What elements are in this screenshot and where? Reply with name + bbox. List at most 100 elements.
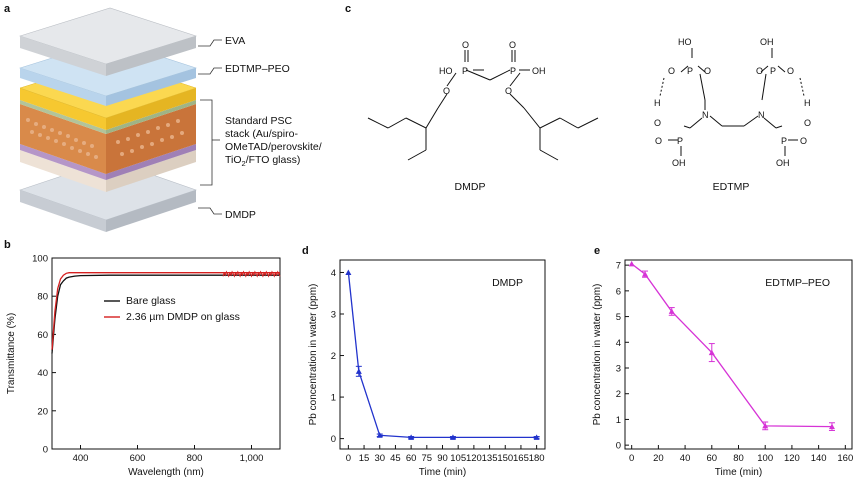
svg-text:OH: OH: [532, 66, 546, 76]
y-tick-label: 4: [331, 268, 336, 279]
y-tick-label: 3: [331, 310, 336, 321]
x-tick-label: 120: [784, 453, 800, 464]
x-tick-label: 40: [680, 453, 691, 464]
x-tick-label: 75: [422, 453, 433, 464]
x-tick-label: 600: [130, 453, 146, 464]
legend-entry: Bare glass: [126, 295, 176, 307]
panel-a-letter: a: [4, 3, 11, 15]
y-tick-label: 1: [616, 415, 621, 426]
svg-text:O: O: [655, 136, 662, 146]
svg-text:OH: OH: [672, 158, 686, 168]
panel-b-letter: b: [4, 239, 11, 251]
svg-text:P: P: [462, 66, 468, 76]
y-tick-label: 40: [37, 368, 48, 379]
label-stack-2: stack (Au/spiro-: [225, 128, 298, 140]
svg-text:HO: HO: [439, 66, 453, 76]
x-tick-label: 135: [482, 453, 498, 464]
label-dmdp-layer: DMDP: [225, 209, 256, 221]
svg-text:O: O: [505, 86, 512, 96]
y-tick-label: 80: [37, 292, 48, 303]
panel-c-letter: c: [345, 3, 351, 15]
data-point: [533, 434, 540, 440]
x-tick-label: 60: [406, 453, 417, 464]
svg-text:O: O: [804, 118, 811, 128]
leader-lines: [198, 39, 222, 215]
data-point: [668, 308, 675, 314]
svg-text:OH: OH: [776, 158, 790, 168]
svg-text:P: P: [781, 136, 787, 146]
svg-text:H: H: [804, 98, 811, 108]
data-point: [345, 269, 352, 275]
data-point: [828, 423, 835, 430]
chart-d: d 0 15 30 45 60 75 90 105 120 135 150 165 180 0 1 2 3 4 Tim…: [302, 245, 546, 478]
svg-text:N: N: [758, 110, 765, 120]
x-tick-label: 160: [837, 453, 853, 464]
layer-eva-glass: [19, 7, 197, 76]
dmdp-structure: [367, 50, 599, 161]
y-tick-label: 20: [37, 406, 48, 417]
y-tick-label: 5: [616, 312, 621, 323]
series-line-1: [51, 272, 280, 350]
x-tick-label: 140: [811, 453, 827, 464]
svg-text:O: O: [509, 40, 516, 50]
x-axis-label: Time (min): [419, 467, 466, 478]
series-line-0: [347, 272, 537, 439]
panel-a: a: [4, 3, 322, 232]
dmdp-name: DMDP: [455, 181, 486, 193]
label-stack-1: Standard PSC: [225, 115, 293, 127]
edtmp-name: EDTMP: [713, 181, 750, 193]
svg-text:O: O: [443, 86, 450, 96]
y-tick-label: 2: [616, 389, 621, 400]
y-tick-label: 60: [37, 330, 48, 341]
svg-text:HO: HO: [678, 37, 692, 47]
chart-annotation: DMDP: [492, 277, 523, 289]
x-tick-label: 60: [707, 453, 718, 464]
label-stack-4: TiO2/FTO glass): [225, 154, 300, 168]
dmdp-atoms: O O P P HO OH O O: [439, 40, 546, 96]
chart-e: e 0 20 40 60 80 100 120 140 160 0 1 2 3 4 5 6 7 Time (min)…: [592, 245, 853, 478]
series-line-0: [51, 274, 280, 354]
svg-text:O: O: [668, 66, 675, 76]
data-point: [708, 349, 715, 356]
y-axis-label: Transmittance (%): [6, 313, 17, 394]
x-tick-label: 20: [653, 453, 664, 464]
x-tick-label: 1,000: [240, 453, 264, 464]
panel-e-letter: e: [594, 245, 600, 257]
y-tick-label: 6: [616, 286, 621, 297]
x-tick-label: 45: [390, 453, 401, 464]
plot-frame: [51, 257, 281, 450]
edtmp-atoms: HO OH O P O O P O H H N N O O O P P O OH…: [654, 37, 811, 168]
x-tick-label: 0: [346, 453, 351, 464]
y-tick-label: 0: [616, 441, 621, 452]
edtmp-hbonds: [659, 77, 805, 97]
svg-text:P: P: [770, 66, 776, 76]
svg-text:O: O: [756, 66, 763, 76]
y-tick-label: 100: [32, 254, 48, 265]
y-axis-label: Pb concentration in water (ppm): [308, 284, 319, 426]
x-tick-label: 120: [466, 453, 482, 464]
svg-text:O: O: [654, 118, 661, 128]
svg-text:N: N: [702, 110, 709, 120]
svg-text:P: P: [677, 136, 683, 146]
svg-text:O: O: [704, 66, 711, 76]
x-axis-label: Wavelength (nm): [128, 467, 204, 478]
x-tick-label: 80: [733, 453, 744, 464]
x-tick-label: 180: [529, 453, 545, 464]
y-tick-label: 3: [616, 364, 621, 375]
data-point: [642, 271, 649, 277]
label-edtmp-peo: EDTMP–PEO: [225, 63, 290, 75]
svg-text:O: O: [800, 136, 807, 146]
panel-c: c O O P: [345, 3, 811, 193]
perovskite-grains: [26, 118, 184, 159]
svg-text:P: P: [510, 66, 516, 76]
label-eva: EVA: [225, 35, 245, 47]
series-noise: [222, 270, 281, 278]
data-point: [355, 368, 362, 374]
x-tick-label: 0: [629, 453, 634, 464]
edtmp-structure: [668, 48, 798, 156]
x-tick-label: 165: [513, 453, 529, 464]
y-axis-label: Pb concentration in water (ppm): [592, 284, 603, 426]
y-tick-label: 0: [43, 445, 48, 456]
svg-text:P: P: [687, 66, 693, 76]
